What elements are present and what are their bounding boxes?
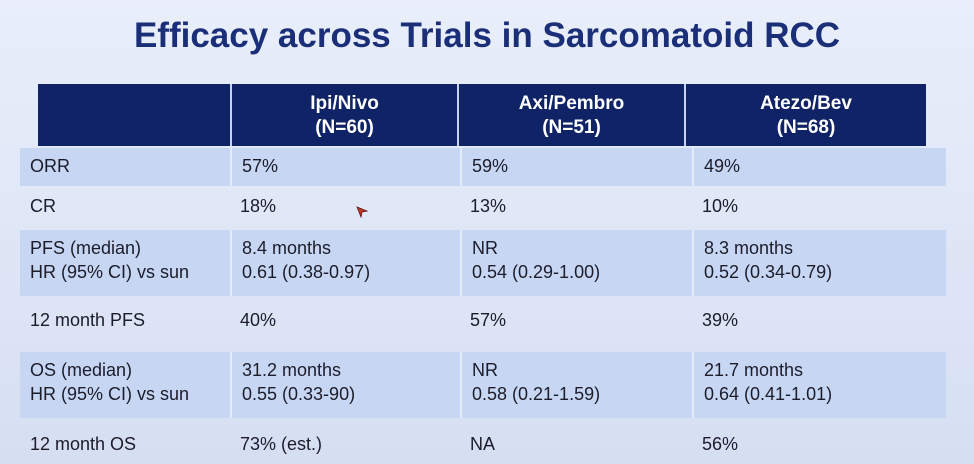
cell-line: 57% [242,156,279,176]
cell-line: 8.4 months [242,238,332,258]
cell-line: NA [470,434,496,454]
cell-line: 0.54 (0.29-1.00) [472,262,601,282]
header-cell-blank [38,84,230,146]
cell-line: 8.3 months [704,238,794,258]
cell-line: ORR [30,156,70,176]
table-row: 12 month PFS 40% 57% 39% [20,302,946,342]
cell-line: OS (median) [30,360,133,380]
header-line1: Ipi/Nivo [310,93,379,114]
table-cell-row-label: CR [20,188,230,228]
cell-line: HR (95% CI) vs sun [30,262,190,282]
table-row: 12 month OS 73% (est.) NA 56% [20,426,946,464]
table-cell-ipi-nivo-value: 40% [230,302,460,342]
table-row: OS (median) HR (95% CI) vs sun 31.2 months… [20,352,946,418]
cell-line: 12 month PFS [30,310,146,330]
cell-line: 49% [704,156,741,176]
table-cell-ipi-nivo-value: 73% (est.) [230,426,460,464]
table-cell-ipi-nivo-value: 18% [230,188,460,228]
cell-line: CR [30,196,56,216]
table-cell-atezo-bev-value: 8.3 months 0.52 (0.34-0.79) [692,230,946,296]
header-cell-atezo-bev: Atezo/Bev (N=68) [684,84,926,146]
table-cell-atezo-bev-value: 21.7 months 0.64 (0.41-1.01) [692,352,946,418]
cell-line: 10% [702,196,739,216]
table-cell-axi-pembro-value: NR 0.58 (0.21-1.59) [460,352,692,418]
cell-line: 0.52 (0.34-0.79) [704,262,833,282]
table-cell-row-label: 12 month PFS [20,302,230,342]
cell-line: HR (95% CI) vs sun [30,384,190,404]
header-line1: Axi/Pembro [518,93,625,114]
cell-line: NR [472,360,498,380]
table-row: CR 18% 13% 10% [20,188,946,228]
header-line2: (N=68) [776,117,836,138]
cell-line: 0.55 (0.33-90) [242,384,356,404]
header-cell-axi-pembro: Axi/Pembro (N=51) [457,84,684,146]
cell-line: NR [472,238,498,258]
table-cell-atezo-bev-value: 49% [692,148,946,186]
cell-line: 12 month OS [30,434,137,454]
table-cell-axi-pembro-value: 59% [460,148,692,186]
table-cell-atezo-bev-value: 39% [692,302,946,342]
table-row: PFS (median) HR (95% CI) vs sun 8.4 months… [20,230,946,296]
cell-line: 40% [240,310,277,330]
table-cell-axi-pembro-value: NA [460,426,692,464]
cell-line: 59% [472,156,509,176]
table-header: Ipi/Nivo (N=60) Axi/Pembro (N=51) Atezo/… [38,84,926,146]
table-cell-row-label: 12 month OS [20,426,230,464]
table-cell-ipi-nivo-value: 31.2 months 0.55 (0.33-90) [230,352,460,418]
table-row: ORR 57% 59% 49% [20,148,946,186]
cell-line: 0.58 (0.21-1.59) [472,384,601,404]
table-cell-axi-pembro-value: 13% [460,188,692,228]
cell-line: 56% [702,434,739,454]
cell-line: 18% [240,196,277,216]
cell-line: 73% (est.) [240,434,323,454]
table-cell-row-label: OS (median) HR (95% CI) vs sun [20,352,230,418]
pointer-cursor-icon [356,206,368,218]
table-cell-ipi-nivo-value: 57% [230,148,460,186]
header-line2: (N=51) [542,117,601,138]
table-cell-row-label: PFS (median) HR (95% CI) vs sun [20,230,230,296]
cell-line: 0.64 (0.41-1.01) [704,384,833,404]
cell-line: 0.61 (0.38-0.97) [242,262,371,282]
header-cell-ipi-nivo: Ipi/Nivo (N=60) [230,84,457,146]
cell-line: 21.7 months [704,360,804,380]
table-cell-ipi-nivo-value: 8.4 months 0.61 (0.38-0.97) [230,230,460,296]
header-line2: (N=60) [315,117,374,138]
cell-line: 57% [470,310,507,330]
table-cell-atezo-bev-value: 56% [692,426,946,464]
cell-line: 31.2 months [242,360,342,380]
table-cell-atezo-bev-value: 10% [692,188,946,228]
table-cell-row-label: ORR [20,148,230,186]
slide-title: Efficacy across Trials in Sarcomatoid RC… [133,16,841,55]
cell-line: 13% [470,196,507,216]
header-line1: Atezo/Bev [760,93,852,114]
table-cell-axi-pembro-value: 57% [460,302,692,342]
cell-line: PFS (median) [30,238,142,258]
cell-line: 39% [702,310,739,330]
table-cell-axi-pembro-value: NR 0.54 (0.29-1.00) [460,230,692,296]
